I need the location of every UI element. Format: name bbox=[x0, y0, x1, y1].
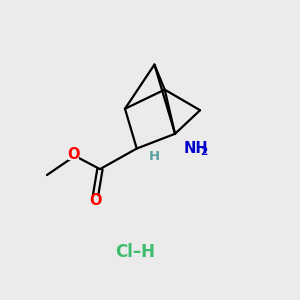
Text: 2: 2 bbox=[200, 147, 207, 157]
Bar bbox=[68, 149, 79, 160]
Text: H: H bbox=[149, 150, 160, 163]
Text: O: O bbox=[67, 147, 80, 162]
Text: Cl–H: Cl–H bbox=[115, 243, 155, 261]
Text: NH: NH bbox=[184, 141, 208, 156]
Bar bbox=[90, 196, 101, 206]
Bar bbox=[149, 151, 160, 162]
Bar bbox=[181, 142, 205, 155]
Text: O: O bbox=[89, 194, 102, 208]
